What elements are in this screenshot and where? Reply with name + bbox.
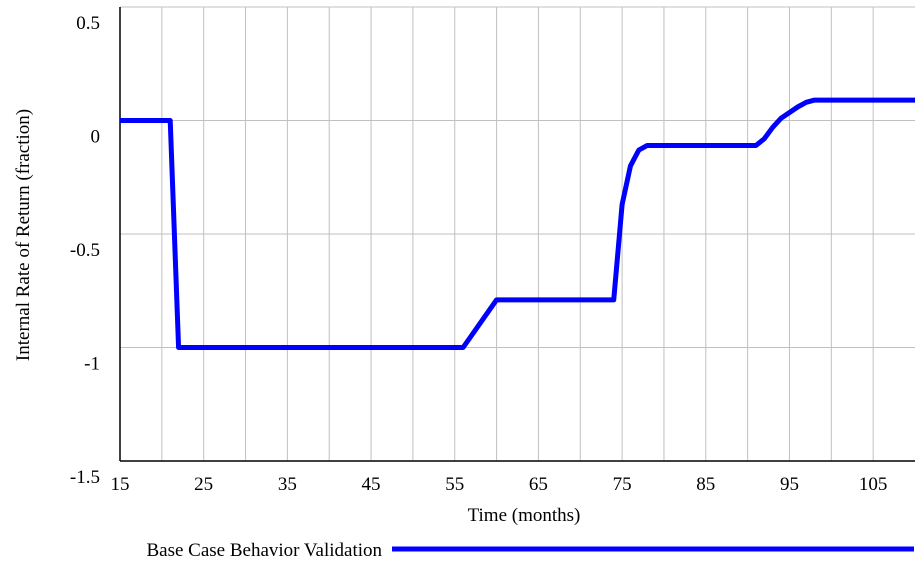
y-tick-label: 0.5 [76,13,100,34]
x-tick-label: 65 [529,474,548,495]
y-tick-label: -1 [84,354,100,375]
legend-label: Base Case Behavior Validation [146,540,382,561]
y-tick-label: -1.5 [70,467,100,488]
x-tick-label: 105 [859,474,888,495]
x-tick-label: 55 [445,474,464,495]
y-axis-label: Internal Rate of Return (fraction) [13,109,34,361]
data-line [120,97,915,350]
x-tick-label: 25 [194,474,213,495]
x-tick-label: 85 [696,474,715,495]
x-axis-label: Time (months) [468,505,581,526]
y-tick-label: 0 [91,127,101,148]
x-tick-label: 45 [362,474,381,495]
x-tick-label: 95 [780,474,799,495]
x-tick-label: 35 [278,474,297,495]
x-tick-label: 15 [111,474,130,495]
y-tick-label: -0.5 [70,240,100,261]
x-tick-label: 75 [613,474,632,495]
